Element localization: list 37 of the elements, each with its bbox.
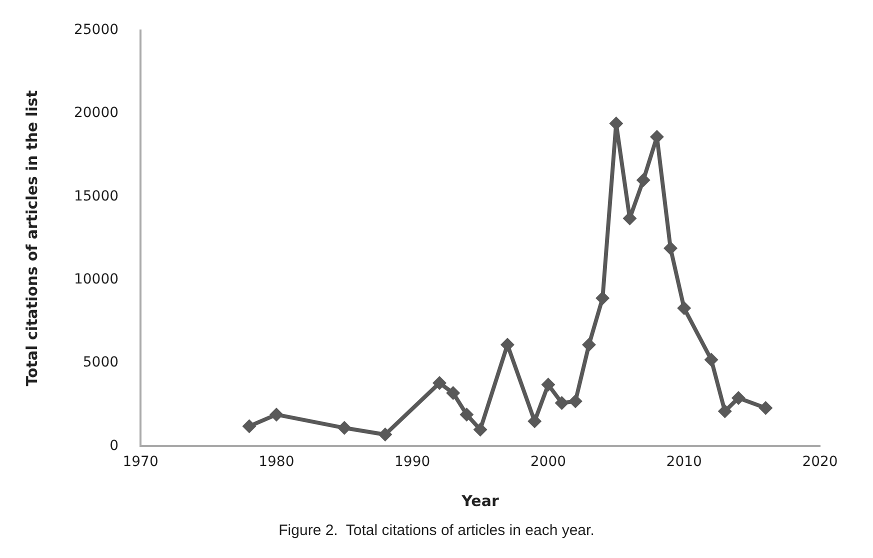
point — [541, 378, 556, 392]
point — [677, 301, 692, 316]
x-tick-label: 2020 — [802, 454, 838, 470]
x-axis-title: Year — [460, 492, 500, 510]
point — [432, 376, 446, 390]
point — [568, 394, 582, 408]
x-tick-label: 2000 — [530, 454, 566, 470]
y-tick-label: 15000 — [74, 188, 119, 204]
x-tick-label: 1970 — [122, 454, 158, 470]
y-tick-label: 5000 — [82, 354, 119, 371]
point — [500, 338, 514, 352]
point — [269, 408, 284, 422]
y-tick-label: 10000 — [74, 272, 119, 288]
point — [337, 420, 352, 435]
y-tick-label: 25000 — [74, 22, 119, 38]
point — [473, 422, 488, 437]
point — [446, 386, 460, 400]
point — [758, 400, 773, 415]
point — [528, 414, 542, 428]
point — [731, 390, 746, 405]
point — [664, 241, 678, 256]
x-tick-label: 1980 — [258, 454, 294, 470]
y-axis-title: Total citations of articles in the list — [22, 90, 41, 386]
x-tick-label: 2010 — [666, 454, 702, 470]
caption: Figure 2. Total citations of articles in each year. — [278, 522, 596, 539]
x-tick-label: 1990 — [394, 454, 430, 470]
point — [378, 428, 392, 442]
point — [582, 338, 596, 352]
point — [704, 352, 718, 367]
point — [718, 404, 732, 418]
point — [242, 419, 256, 434]
y-tick-label: 20000 — [74, 105, 119, 122]
y-tick-label: 0 — [110, 438, 119, 454]
point — [554, 396, 569, 410]
point — [596, 291, 610, 306]
point — [636, 173, 650, 188]
point — [460, 408, 474, 422]
